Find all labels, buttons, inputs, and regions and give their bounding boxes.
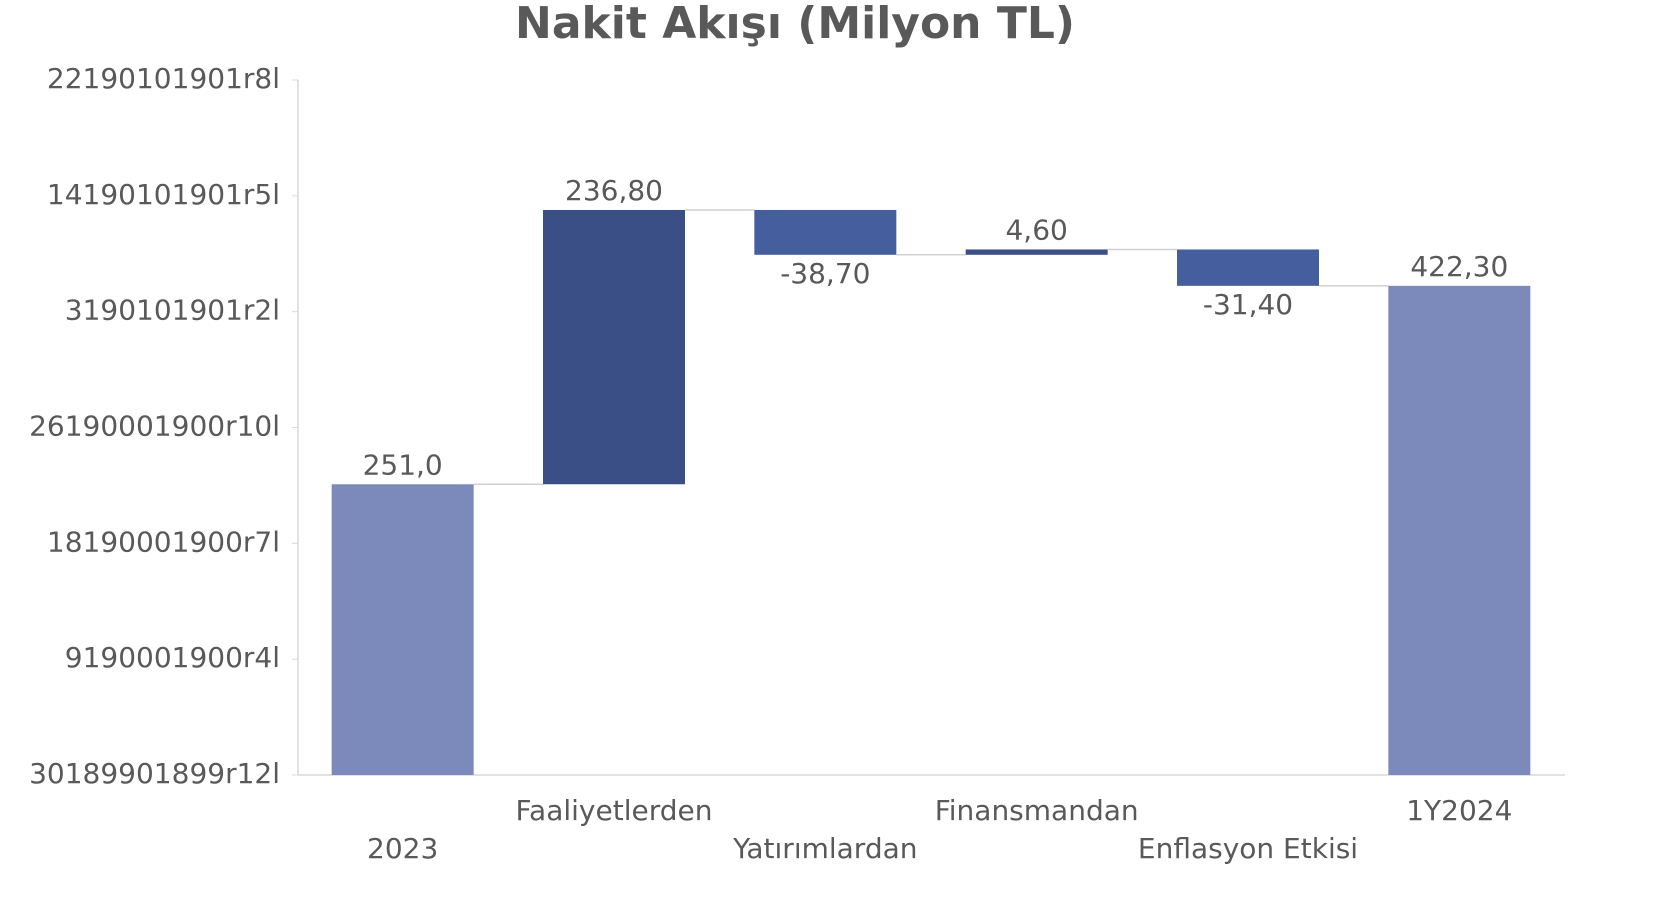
y-tick-label: 22190101901r8l: [47, 62, 280, 95]
y-tick-label: 14190101901r5l: [47, 178, 280, 211]
value-label: 236,80: [565, 174, 663, 207]
bar: [1177, 249, 1319, 286]
bar: [1388, 285, 1531, 775]
x-tick-label: Yatırımlardan: [732, 832, 917, 865]
chart-title: Nakit Akışı (Milyon TL): [515, 0, 1075, 49]
y-tick-label: 3190101901r2l: [65, 294, 280, 327]
y-tick-label: 30189901899r12l: [29, 757, 280, 790]
value-label: 4,60: [1005, 213, 1067, 246]
bar: [543, 209, 685, 485]
bar: [754, 209, 897, 255]
y-tick-label: 9190001900r4l: [65, 641, 280, 674]
x-tick-label: Finansmandan: [935, 794, 1139, 827]
x-tick-label: 1Y2024: [1406, 794, 1512, 827]
y-tick-label: 18190001900r7l: [47, 525, 280, 558]
bar: [331, 484, 474, 775]
x-tick-label: Enflasyon Etkisi: [1138, 832, 1358, 865]
y-tick-label: 26190001900r10l: [29, 410, 280, 443]
bar: [965, 249, 1108, 255]
value-label: -31,40: [1203, 288, 1293, 321]
x-tick-label: 2023: [367, 832, 438, 865]
value-label: -38,70: [780, 257, 870, 290]
value-label: 422,30: [1410, 250, 1508, 283]
x-tick-label: Faaliyetlerden: [516, 794, 713, 827]
chart: Nakit Akışı (Milyon TL) 30189901899r12l 9…: [29, 0, 1565, 865]
value-label: 251,0: [363, 448, 443, 481]
